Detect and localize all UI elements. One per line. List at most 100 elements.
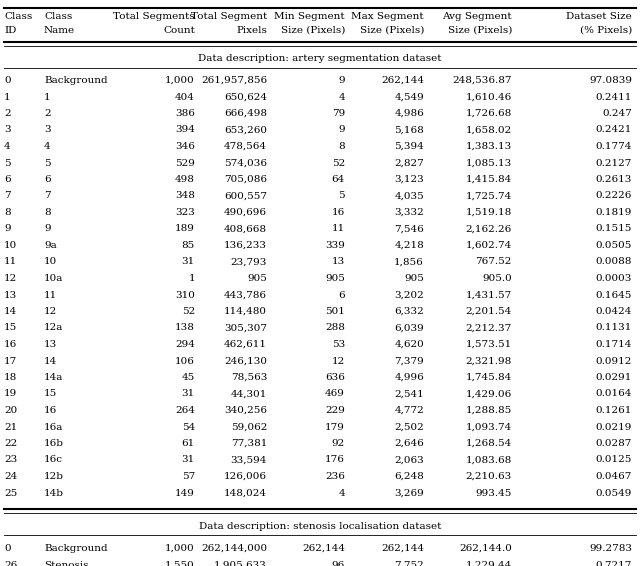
Text: 666,498: 666,498: [224, 109, 267, 118]
Text: 126,006: 126,006: [224, 472, 267, 481]
Text: 8: 8: [4, 208, 11, 217]
Text: Pixels: Pixels: [236, 26, 267, 35]
Text: 13: 13: [4, 290, 17, 299]
Text: 529: 529: [175, 158, 195, 168]
Text: 52: 52: [332, 158, 345, 168]
Text: 4,772: 4,772: [394, 406, 424, 415]
Text: 478,564: 478,564: [224, 142, 267, 151]
Text: 4,035: 4,035: [394, 191, 424, 200]
Text: 0.0912: 0.0912: [596, 357, 632, 366]
Text: 600,557: 600,557: [224, 191, 267, 200]
Text: 53: 53: [332, 340, 345, 349]
Text: 443,786: 443,786: [224, 290, 267, 299]
Text: 490,696: 490,696: [224, 208, 267, 217]
Text: 9: 9: [339, 126, 345, 135]
Text: 1,429.06: 1,429.06: [466, 389, 512, 398]
Text: 77,381: 77,381: [230, 439, 267, 448]
Text: 0.1774: 0.1774: [596, 142, 632, 151]
Text: 57: 57: [182, 472, 195, 481]
Text: 408,668: 408,668: [224, 225, 267, 234]
Text: 189: 189: [175, 225, 195, 234]
Text: 4: 4: [339, 488, 345, 498]
Text: 2,827: 2,827: [394, 158, 424, 168]
Text: 1,229.44: 1,229.44: [466, 560, 512, 566]
Text: 44,301: 44,301: [230, 389, 267, 398]
Text: 0.0549: 0.0549: [596, 488, 632, 498]
Text: 1,415.84: 1,415.84: [466, 175, 512, 184]
Text: 310: 310: [175, 290, 195, 299]
Text: 16b: 16b: [44, 439, 64, 448]
Text: Data description: stenosis localisation dataset: Data description: stenosis localisation …: [199, 522, 441, 531]
Text: 10: 10: [44, 258, 57, 267]
Text: 262,144: 262,144: [381, 76, 424, 85]
Text: 7,752: 7,752: [394, 560, 424, 566]
Text: 20: 20: [4, 406, 17, 415]
Text: 4,996: 4,996: [394, 373, 424, 382]
Text: 0.0424: 0.0424: [596, 307, 632, 316]
Text: 3,269: 3,269: [394, 488, 424, 498]
Text: 6,248: 6,248: [394, 472, 424, 481]
Text: 3: 3: [4, 126, 11, 135]
Text: 1,550: 1,550: [165, 560, 195, 566]
Text: 288: 288: [325, 324, 345, 332]
Text: 12b: 12b: [44, 472, 64, 481]
Text: 0: 0: [4, 544, 11, 553]
Text: 10a: 10a: [44, 274, 63, 283]
Text: 0.1515: 0.1515: [596, 225, 632, 234]
Text: 0.2226: 0.2226: [596, 191, 632, 200]
Text: 9: 9: [4, 225, 11, 234]
Text: 0.2127: 0.2127: [596, 158, 632, 168]
Text: 6,039: 6,039: [394, 324, 424, 332]
Text: 0.1261: 0.1261: [596, 406, 632, 415]
Text: 1,093.74: 1,093.74: [466, 422, 512, 431]
Text: 1,726.68: 1,726.68: [466, 109, 512, 118]
Text: 1,519.18: 1,519.18: [466, 208, 512, 217]
Text: 767.52: 767.52: [476, 258, 512, 267]
Text: 262,144: 262,144: [302, 544, 345, 553]
Text: 1,573.51: 1,573.51: [466, 340, 512, 349]
Text: 85: 85: [182, 241, 195, 250]
Text: 0.1714: 0.1714: [596, 340, 632, 349]
Text: 1,745.84: 1,745.84: [466, 373, 512, 382]
Text: 386: 386: [175, 109, 195, 118]
Text: Stenosis: Stenosis: [44, 560, 88, 566]
Text: 1,083.68: 1,083.68: [466, 456, 512, 465]
Text: 0.2613: 0.2613: [596, 175, 632, 184]
Text: 5: 5: [44, 158, 51, 168]
Text: 114,480: 114,480: [224, 307, 267, 316]
Text: 262,144: 262,144: [381, 544, 424, 553]
Text: 0.0291: 0.0291: [596, 373, 632, 382]
Text: 4: 4: [339, 92, 345, 101]
Text: 346: 346: [175, 142, 195, 151]
Text: 26: 26: [4, 560, 17, 566]
Text: 1,905,633: 1,905,633: [214, 560, 267, 566]
Text: 52: 52: [182, 307, 195, 316]
Text: ID: ID: [4, 26, 17, 35]
Text: 14a: 14a: [44, 373, 63, 382]
Text: 905: 905: [325, 274, 345, 283]
Text: 10: 10: [4, 241, 17, 250]
Text: 905: 905: [404, 274, 424, 283]
Text: 99.2783: 99.2783: [589, 544, 632, 553]
Text: 2,541: 2,541: [394, 389, 424, 398]
Text: 0.1131: 0.1131: [596, 324, 632, 332]
Text: 9: 9: [339, 76, 345, 85]
Text: 1: 1: [44, 92, 51, 101]
Text: 0.0467: 0.0467: [596, 472, 632, 481]
Text: 2,212.37: 2,212.37: [466, 324, 512, 332]
Text: 261,957,856: 261,957,856: [201, 76, 267, 85]
Text: 12a: 12a: [44, 324, 63, 332]
Text: Size (Pixels): Size (Pixels): [447, 26, 512, 35]
Text: 18: 18: [4, 373, 17, 382]
Text: 905: 905: [247, 274, 267, 283]
Text: Max Segment: Max Segment: [351, 12, 424, 21]
Text: 11: 11: [332, 225, 345, 234]
Text: Total Segment: Total Segment: [191, 12, 267, 21]
Text: 16a: 16a: [44, 422, 63, 431]
Text: 7: 7: [44, 191, 51, 200]
Text: 176: 176: [325, 456, 345, 465]
Text: 0.2411: 0.2411: [596, 92, 632, 101]
Text: 264: 264: [175, 406, 195, 415]
Text: 106: 106: [175, 357, 195, 366]
Text: 636: 636: [325, 373, 345, 382]
